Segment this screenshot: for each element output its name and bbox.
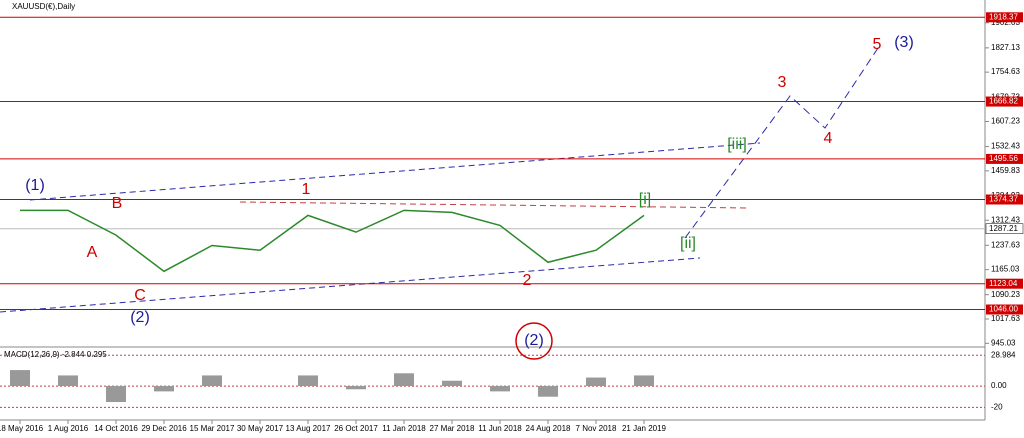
price-line (20, 209, 645, 273)
wave-label: 4 (824, 130, 833, 147)
level-box (986, 96, 1023, 107)
wave-label: (1) (25, 177, 45, 194)
y-tick-label: 1532.43 (991, 142, 1020, 151)
wave-label: (2) (130, 309, 150, 326)
level-label: 1123.04 (989, 279, 1018, 288)
y-tick-label: 1827.13 (991, 43, 1020, 52)
macd-bar (202, 375, 222, 387)
y-tick-label: 1902.03 (991, 18, 1020, 27)
x-tick-label: 11 Jan 2018 (382, 424, 426, 433)
x-tick-label: 21 Jan 2019 (622, 424, 667, 433)
trend-line (29, 142, 761, 201)
level-box (986, 12, 1023, 23)
y-tick-label: 1459.83 (991, 166, 1020, 175)
chart-title: XAUUSD(€),Daily (12, 2, 75, 11)
macd-bar (538, 386, 558, 397)
y-tick-label: 1312.43 (991, 215, 1020, 224)
macd-bar (490, 386, 510, 392)
x-tick-label: 14 Oct 2016 (94, 424, 138, 433)
x-tick-label: 18 May 2016 (0, 424, 44, 433)
wave-label: [ii] (680, 235, 696, 252)
level-label: 1374.37 (989, 195, 1018, 204)
wave-label: 1 (302, 181, 311, 198)
x-tick-label: 1 Aug 2016 (48, 424, 89, 433)
wave-label: 5 (873, 36, 882, 53)
macd-tick-label: -20 (991, 402, 1003, 411)
wave-label: [iii] (727, 136, 747, 153)
macd-bar (106, 386, 126, 403)
x-tick-label: 27 Mar 2018 (430, 424, 475, 433)
macd-tick-label: 0.00 (991, 381, 1007, 390)
x-tick-label: 7 Nov 2018 (576, 424, 617, 433)
y-tick-label: 1607.23 (991, 117, 1020, 126)
level-label: 1495.56 (989, 154, 1018, 163)
current-price-box (985, 223, 1024, 234)
wave-label: A (87, 244, 98, 261)
x-tick-label: 29 Dec 2016 (141, 424, 187, 433)
y-tick-label: 1017.63 (991, 314, 1020, 323)
wave-label: C (134, 287, 146, 304)
y-tick-label: 1237.63 (991, 240, 1020, 249)
macd-bar (586, 377, 606, 387)
macd-bar (10, 370, 30, 387)
wave-label: [i] (639, 191, 651, 208)
y-tick-label: 945.03 (991, 338, 1016, 347)
level-box (986, 278, 1023, 289)
current-price-label: 1287.21 (989, 224, 1018, 233)
projection-line (684, 44, 881, 239)
macd-bar (442, 380, 462, 387)
wave-label: (3) (894, 34, 914, 51)
macd-bar (58, 375, 78, 387)
macd-label: MACD(12,26,9) -2.844 0.295 (4, 350, 107, 359)
wave-label: (2) (524, 332, 544, 349)
y-tick-label: 1090.23 (991, 290, 1020, 299)
macd-tick-label: 28.984 (991, 350, 1016, 359)
x-tick-label: 30 May 2017 (237, 424, 284, 433)
x-tick-label: 11 Jun 2018 (478, 424, 522, 433)
macd-bar (394, 373, 414, 387)
wave-circle (515, 322, 553, 360)
trend-line (0, 257, 701, 313)
x-tick-label: 26 Oct 2017 (334, 424, 378, 433)
macd-bar (298, 375, 318, 387)
x-tick-label: 15 Mar 2017 (190, 424, 235, 433)
trend-line (239, 201, 751, 209)
macd-bar (346, 386, 366, 390)
macd-bar (154, 386, 174, 392)
macd-bar (634, 375, 654, 387)
y-tick-label: 1754.63 (991, 67, 1020, 76)
x-tick-label: 24 Aug 2018 (526, 424, 571, 433)
level-label: 1918.37 (989, 12, 1018, 21)
wave-label: 3 (778, 74, 787, 91)
level-label: 1046.00 (989, 305, 1018, 314)
wave-label: 2 (523, 272, 532, 289)
level-label: 1666.82 (989, 97, 1018, 106)
level-box (986, 304, 1023, 315)
level-box (986, 194, 1023, 205)
y-tick-label: 1165.03 (991, 265, 1020, 274)
x-tick-label: 13 Aug 2017 (286, 424, 331, 433)
wave-label: B (112, 195, 123, 212)
level-box (986, 153, 1023, 164)
